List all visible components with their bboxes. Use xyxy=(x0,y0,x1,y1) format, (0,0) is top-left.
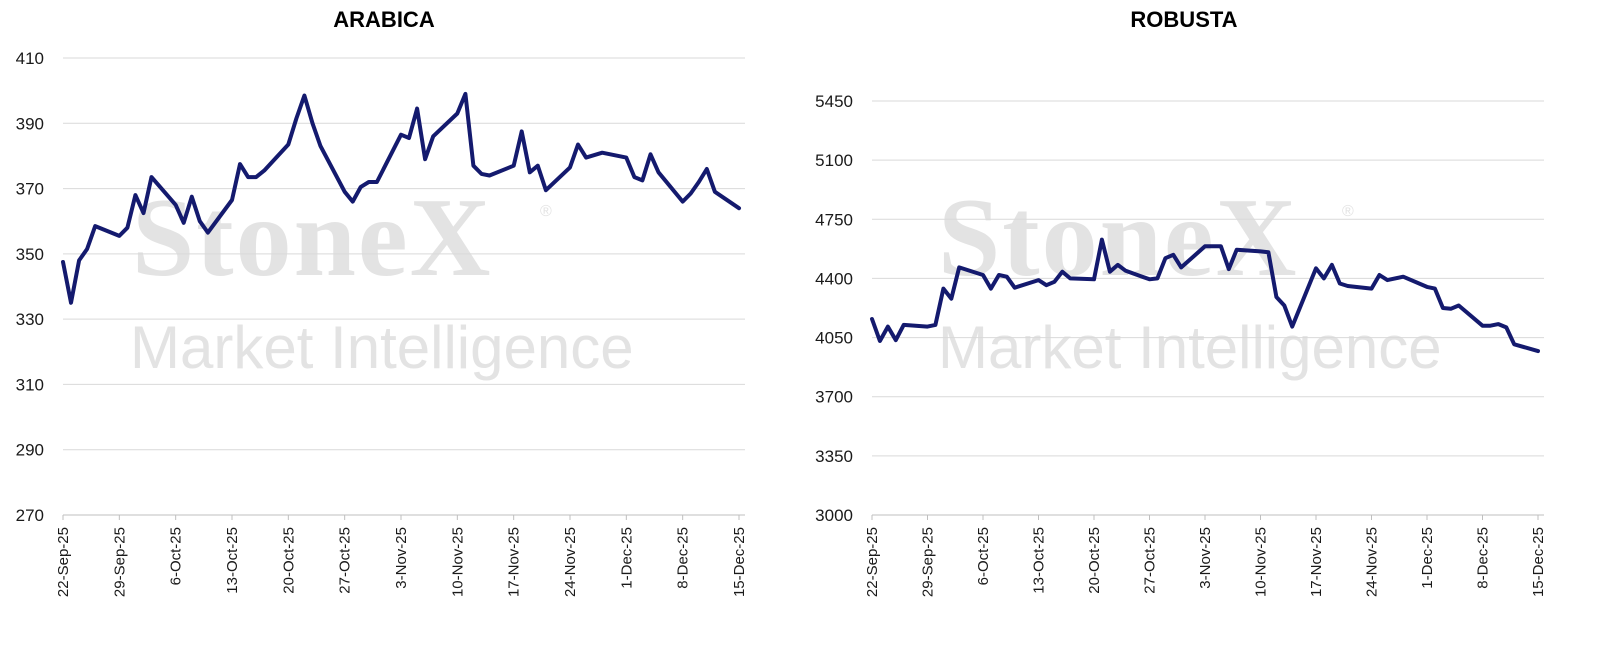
arabica-y-tick-label: 330 xyxy=(16,310,44,329)
robusta-y-ticks: 3000 3350 3700 4050 4400 4750 5100 5450 xyxy=(815,92,853,525)
arabica-axis xyxy=(62,514,745,520)
robusta-x-tick-label: 22-Sep-25 xyxy=(864,527,881,597)
arabica-title: ARABICA xyxy=(333,7,435,32)
robusta-x-tick-label: 24-Nov-25 xyxy=(1364,527,1381,597)
arabica-y-tick-label: 350 xyxy=(16,245,44,264)
robusta-price-line xyxy=(870,237,1540,354)
robusta-y-tick-label: 3000 xyxy=(815,506,853,525)
robusta-x-tick-label: 10-Nov-25 xyxy=(1253,527,1270,597)
arabica-y-tick-label: 390 xyxy=(16,114,44,133)
robusta-x-tick-label: 20-Oct-25 xyxy=(1086,527,1103,594)
robusta-x-tick-label: 8-Dec-25 xyxy=(1475,527,1492,589)
watermark-tagline: Market Intelligence xyxy=(938,314,1442,381)
arabica-x-tick-label: 20-Oct-25 xyxy=(280,527,297,594)
arabica-y-ticks: 270 290 310 330 350 370 390 410 xyxy=(16,49,44,525)
arabica-y-tick-label: 310 xyxy=(16,375,44,394)
arabica-gridlines xyxy=(63,57,745,451)
arabica-x-tick-label: 24-Nov-25 xyxy=(562,527,579,597)
robusta-y-tick-label: 3700 xyxy=(815,388,853,407)
robusta-y-tick-label: 5100 xyxy=(815,151,853,170)
robusta-x-tick-label: 1-Dec-25 xyxy=(1419,527,1436,589)
robusta-x-tick-label: 29-Sep-25 xyxy=(920,527,937,597)
robusta-y-tick-label: 5450 xyxy=(815,92,853,111)
robusta-y-tick-label: 4400 xyxy=(815,269,853,288)
arabica-x-tick-label: 6-Oct-25 xyxy=(168,527,185,585)
arabica-x-tick-label: 17-Nov-25 xyxy=(506,527,523,597)
arabica-x-tick-label: 3-Nov-25 xyxy=(393,527,410,589)
watermark-tagline: Market Intelligence xyxy=(130,314,634,381)
robusta-x-tick-label: 17-Nov-25 xyxy=(1308,527,1325,597)
arabica-price-line xyxy=(61,91,741,305)
arabica-x-tick-label: 15-Dec-25 xyxy=(731,527,748,597)
arabica-y-tick-label: 290 xyxy=(16,441,44,460)
robusta-y-tick-label: 3350 xyxy=(815,447,853,466)
robusta-y-tick-label: 4750 xyxy=(815,210,853,229)
arabica-x-tick-label: 27-Oct-25 xyxy=(337,527,354,594)
robusta-x-tick-label: 27-Oct-25 xyxy=(1142,527,1159,594)
robusta-title: ROBUSTA xyxy=(1130,7,1237,32)
robusta-x-tick-label: 15-Dec-25 xyxy=(1530,527,1547,597)
robusta-gridlines xyxy=(872,100,1544,457)
arabica-x-ticks: 22-Sep-25 29-Sep-25 6-Oct-25 13-Oct-25 20-Oc… xyxy=(55,527,748,597)
arabica-x-tick-label: 1-Dec-25 xyxy=(618,527,635,589)
arabica-x-tick-label: 13-Oct-25 xyxy=(224,527,241,594)
robusta-y-tick-label: 4050 xyxy=(815,329,853,348)
watermark-brand: StoneX xyxy=(132,176,492,300)
arabica-chart: StoneX ® Market Intelligence ARABICA 270… xyxy=(16,7,748,597)
robusta-x-tick-label: 6-Oct-25 xyxy=(975,527,992,585)
watermark-registered: ® xyxy=(540,203,552,220)
arabica-x-tick-label: 10-Nov-25 xyxy=(449,527,466,597)
robusta-chart: StoneX ® Market Intelligence ROBUSTA 300… xyxy=(815,7,1547,597)
arabica-y-tick-label: 270 xyxy=(16,506,44,525)
robusta-x-tick-label: 3-Nov-25 xyxy=(1197,527,1214,589)
robusta-x-tick-label: 13-Oct-25 xyxy=(1031,527,1048,594)
arabica-x-tick-label: 29-Sep-25 xyxy=(111,527,128,597)
watermark-brand: StoneX xyxy=(938,176,1298,300)
arabica-y-tick-label: 370 xyxy=(16,180,44,199)
arabica-x-tick-label: 22-Sep-25 xyxy=(55,527,72,597)
robusta-axis xyxy=(871,514,1544,520)
arabica-x-tick-label: 8-Dec-25 xyxy=(675,527,692,589)
watermark-registered: ® xyxy=(1342,203,1354,220)
arabica-y-tick-label: 410 xyxy=(16,49,44,68)
robusta-x-ticks: 22-Sep-25 29-Sep-25 6-Oct-25 13-Oct-25 20-Oc… xyxy=(864,527,1547,597)
